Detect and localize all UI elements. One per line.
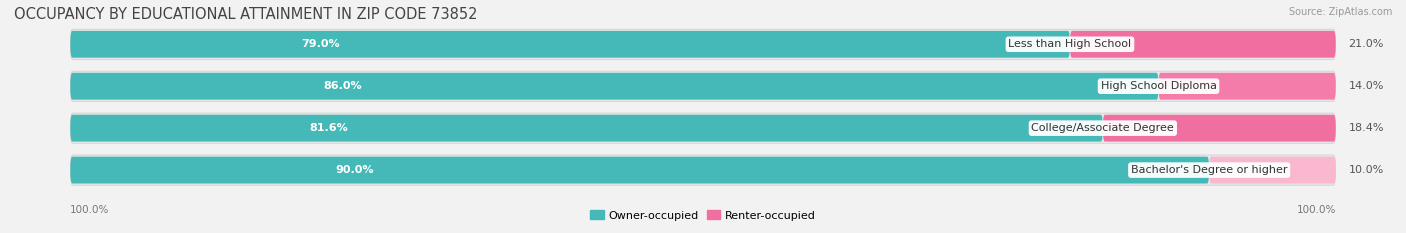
Text: 100.0%: 100.0% (1296, 205, 1336, 215)
FancyBboxPatch shape (70, 113, 1336, 143)
Legend: Owner-occupied, Renter-occupied: Owner-occupied, Renter-occupied (586, 206, 820, 225)
Text: High School Diploma: High School Diploma (1101, 81, 1216, 91)
Text: 100.0%: 100.0% (70, 205, 110, 215)
FancyBboxPatch shape (70, 155, 1336, 185)
Text: 21.0%: 21.0% (1348, 39, 1384, 49)
FancyBboxPatch shape (1070, 31, 1336, 58)
Text: 79.0%: 79.0% (301, 39, 339, 49)
Text: Source: ZipAtlas.com: Source: ZipAtlas.com (1288, 7, 1392, 17)
Text: Less than High School: Less than High School (1008, 39, 1132, 49)
Text: 18.4%: 18.4% (1348, 123, 1384, 133)
FancyBboxPatch shape (70, 73, 1159, 100)
Text: 90.0%: 90.0% (336, 165, 374, 175)
Text: 81.6%: 81.6% (309, 123, 347, 133)
FancyBboxPatch shape (1159, 73, 1336, 100)
FancyBboxPatch shape (70, 31, 1070, 58)
Text: OCCUPANCY BY EDUCATIONAL ATTAINMENT IN ZIP CODE 73852: OCCUPANCY BY EDUCATIONAL ATTAINMENT IN Z… (14, 7, 478, 22)
FancyBboxPatch shape (1102, 115, 1336, 142)
Text: 10.0%: 10.0% (1348, 165, 1384, 175)
FancyBboxPatch shape (70, 157, 1209, 184)
FancyBboxPatch shape (70, 71, 1336, 101)
Text: College/Associate Degree: College/Associate Degree (1032, 123, 1174, 133)
FancyBboxPatch shape (70, 115, 1102, 142)
FancyBboxPatch shape (1209, 157, 1336, 184)
FancyBboxPatch shape (70, 29, 1336, 59)
Text: Bachelor's Degree or higher: Bachelor's Degree or higher (1130, 165, 1288, 175)
Text: 14.0%: 14.0% (1348, 81, 1384, 91)
Text: 86.0%: 86.0% (323, 81, 361, 91)
